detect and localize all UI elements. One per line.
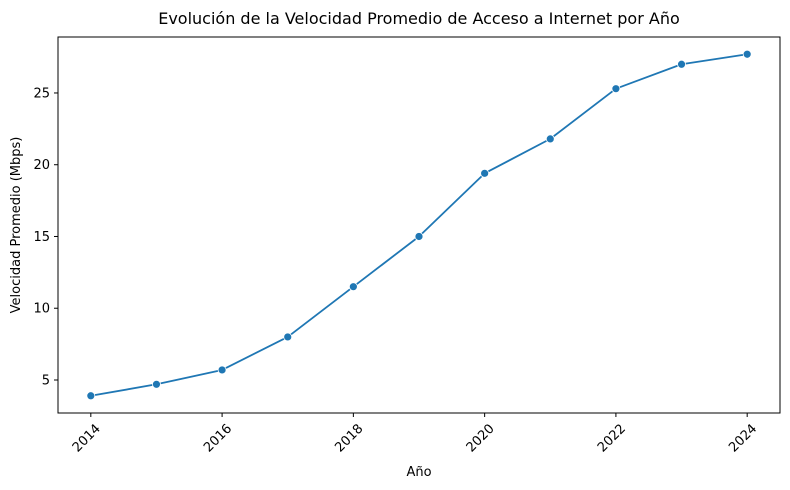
data-point bbox=[86, 391, 96, 401]
data-point bbox=[348, 282, 358, 292]
y-axis-ticks: 5 10 15 20 25 bbox=[33, 86, 58, 388]
x-tick-label: 2022 bbox=[595, 421, 629, 455]
data-point bbox=[480, 168, 490, 178]
x-tick-label: 2024 bbox=[726, 421, 760, 455]
data-point bbox=[283, 332, 293, 342]
x-tick-label: 2018 bbox=[332, 421, 366, 455]
series-line bbox=[90, 53, 748, 397]
data-point bbox=[414, 232, 424, 241]
data-point bbox=[152, 379, 161, 389]
x-tick-label: 2020 bbox=[464, 421, 498, 455]
x-axis-label: Año bbox=[406, 465, 431, 480]
data-point bbox=[611, 84, 621, 94]
y-tick-label: 10 bbox=[33, 302, 50, 317]
y-tick-label: 20 bbox=[33, 158, 50, 173]
x-axis-ticks: 2014 2016 2018 2020 2022 2024 bbox=[70, 413, 760, 455]
series-layer bbox=[86, 49, 752, 401]
data-point bbox=[217, 365, 227, 375]
y-tick-label: 5 bbox=[42, 373, 50, 388]
y-axis-label: Velocidad Promedio (Mbps) bbox=[9, 137, 24, 314]
plot-area bbox=[57, 36, 781, 414]
chart-title: Evolución de la Velocidad Promedio de Ac… bbox=[158, 9, 680, 28]
data-point bbox=[677, 59, 686, 69]
y-tick-label: 25 bbox=[33, 86, 50, 101]
y-tick-label: 15 bbox=[33, 230, 50, 245]
data-point bbox=[545, 134, 555, 144]
data-point bbox=[742, 49, 752, 59]
x-tick-label: 2014 bbox=[70, 421, 104, 455]
x-tick-label: 2016 bbox=[201, 421, 235, 455]
